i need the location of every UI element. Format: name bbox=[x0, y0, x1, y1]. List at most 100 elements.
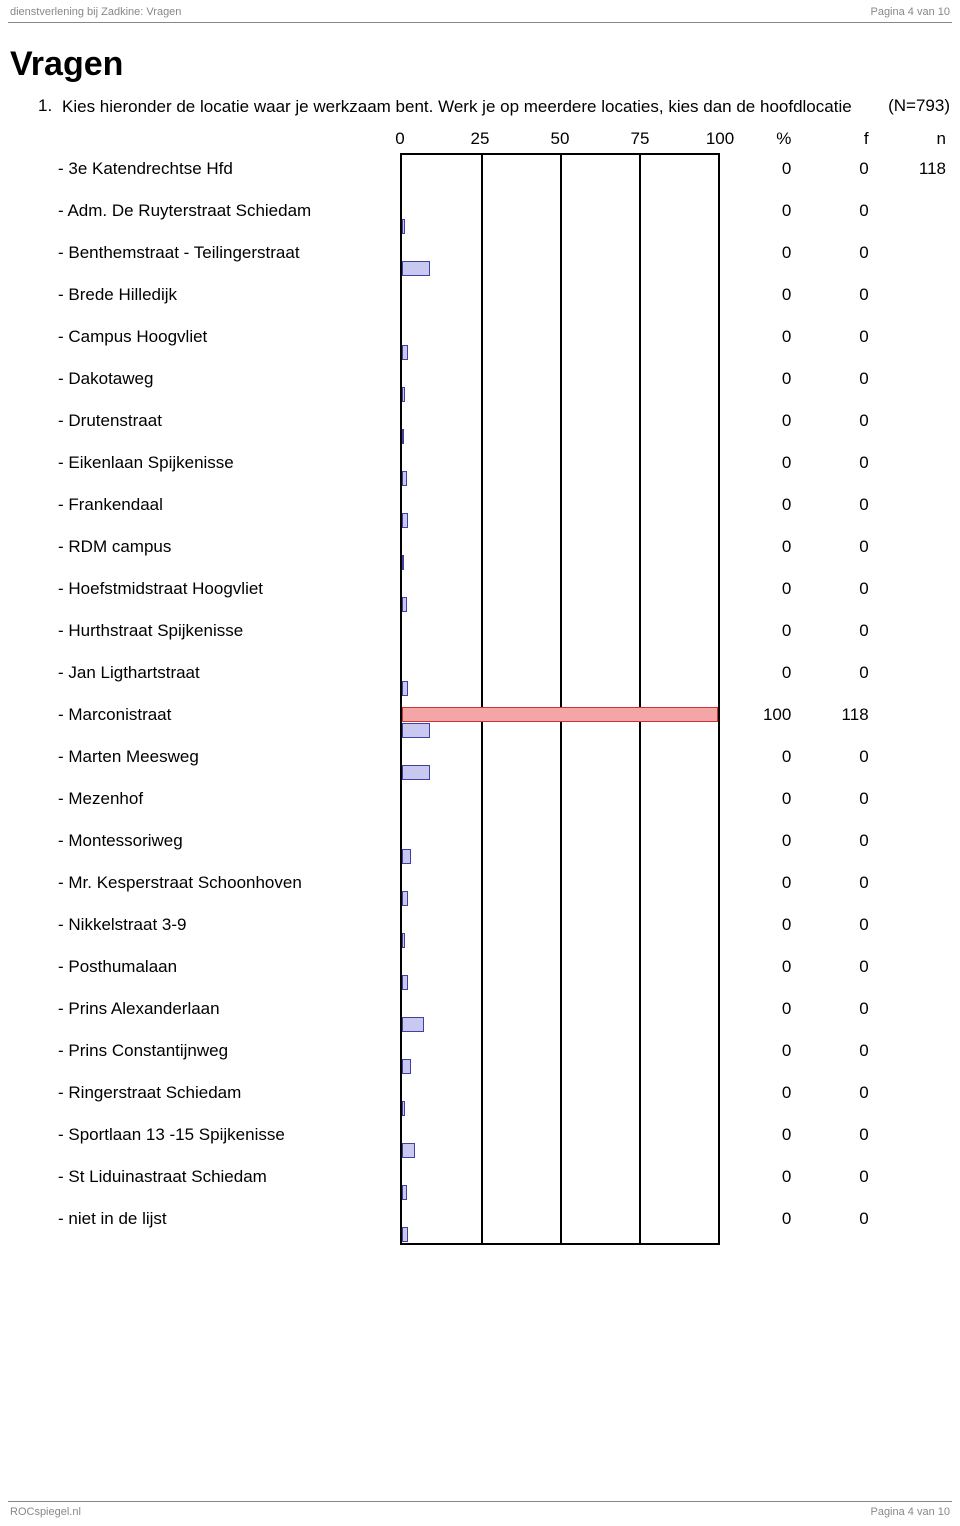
value-cell: 0 bbox=[720, 789, 797, 809]
value-row: 00 bbox=[720, 1161, 952, 1203]
row-label: - Hurthstraat Spijkenisse bbox=[58, 615, 388, 641]
bar-bottom bbox=[402, 1059, 411, 1074]
bar-bottom bbox=[402, 849, 411, 864]
value-row: 00 bbox=[720, 237, 952, 279]
question-text: Kies hieronder de locatie waar je werkza… bbox=[62, 96, 888, 119]
row-label: - Mr. Kesperstraat Schoonhoven bbox=[58, 867, 388, 893]
row-label: - Sportlaan 13 -15 Spijkenisse bbox=[58, 1119, 388, 1145]
row-label: - Drutenstraat bbox=[58, 405, 388, 431]
page-footer: ROCspiegel.nl Pagina 4 van 10 bbox=[8, 1501, 952, 1518]
value-row: 00 bbox=[720, 447, 952, 489]
chart-row: - RDM campus bbox=[58, 531, 388, 573]
chart-row: - Benthemstraat - Teilingerstraat bbox=[58, 237, 388, 279]
value-cell: 0 bbox=[720, 831, 797, 851]
labels-column: - 3e Katendrechtse Hfd - Adm. De Ruyterst… bbox=[38, 153, 400, 1245]
row-label: - 3e Katendrechtse Hfd bbox=[58, 153, 388, 179]
bar-bottom bbox=[402, 345, 408, 360]
row-label: - Marten Meesweg bbox=[58, 741, 388, 767]
value-cell: 118 bbox=[875, 159, 952, 179]
row-label: - Nikkelstraat 3-9 bbox=[58, 909, 388, 935]
value-cell: 0 bbox=[720, 159, 797, 179]
value-cell: 0 bbox=[797, 453, 874, 473]
row-label: - niet in de lijst bbox=[58, 1203, 388, 1229]
bar-bottom bbox=[402, 1185, 407, 1200]
value-cell: 0 bbox=[720, 537, 797, 557]
value-row: 00 bbox=[720, 909, 952, 951]
bar-bottom bbox=[402, 1143, 415, 1158]
value-row: 00 bbox=[720, 867, 952, 909]
value-cell: 0 bbox=[797, 1125, 874, 1145]
row-label: - Prins Constantijnweg bbox=[58, 1035, 388, 1061]
value-cell: 0 bbox=[720, 1209, 797, 1229]
bar-top bbox=[402, 707, 718, 722]
bar-bottom bbox=[402, 555, 404, 570]
axis-tick: 50 bbox=[551, 129, 570, 149]
value-cell: 0 bbox=[720, 873, 797, 893]
value-cell: 0 bbox=[720, 495, 797, 515]
chart-row: - Brede Hilledijk bbox=[58, 279, 388, 321]
question-n: (N=793) bbox=[888, 96, 952, 116]
chart-row: - Adm. De Ruyterstraat Schiedam bbox=[58, 195, 388, 237]
value-cell: 0 bbox=[720, 369, 797, 389]
axis-tick: 75 bbox=[631, 129, 650, 149]
footer-rule bbox=[8, 1501, 952, 1502]
value-cell: 0 bbox=[797, 831, 874, 851]
question-number: 1. bbox=[38, 96, 62, 116]
value-cell: 0 bbox=[797, 243, 874, 263]
axis-col-header: n bbox=[875, 129, 952, 151]
chart-row: - Campus Hoogvliet bbox=[58, 321, 388, 363]
axis-spacer bbox=[38, 129, 400, 151]
gridline bbox=[481, 155, 483, 1243]
value-row: 100118 bbox=[720, 699, 952, 741]
bar-bottom bbox=[402, 387, 405, 402]
bar-bottom bbox=[402, 597, 407, 612]
value-cell: 0 bbox=[797, 1041, 874, 1061]
bar-bottom bbox=[402, 765, 430, 780]
bar-bottom bbox=[402, 261, 430, 276]
header-left: dienstverlening bij Zadkine: Vragen bbox=[10, 6, 181, 18]
question-block: 1. Kies hieronder de locatie waar je wer… bbox=[8, 96, 952, 1245]
row-label: - Campus Hoogvliet bbox=[58, 321, 388, 347]
row-label: - Montessoriweg bbox=[58, 825, 388, 851]
bar-bottom bbox=[402, 471, 407, 486]
chart-row: - Nikkelstraat 3-9 bbox=[58, 909, 388, 951]
row-label: - Brede Hilledijk bbox=[58, 279, 388, 305]
bar-bottom bbox=[402, 723, 430, 738]
row-label: - Adm. De Ruyterstraat Schiedam bbox=[58, 195, 388, 221]
value-cell: 0 bbox=[720, 1041, 797, 1061]
value-cell: 0 bbox=[720, 999, 797, 1019]
chart-row: - Ringerstraat Schiedam bbox=[58, 1077, 388, 1119]
value-cell: 0 bbox=[720, 285, 797, 305]
chart-row: - Mezenhof bbox=[58, 783, 388, 825]
row-label: - Benthemstraat - Teilingerstraat bbox=[58, 237, 388, 263]
chart-row: - Prins Alexanderlaan bbox=[58, 993, 388, 1035]
row-label: - Frankendaal bbox=[58, 489, 388, 515]
page: dienstverlening bij Zadkine: Vragen Pagi… bbox=[0, 0, 960, 1526]
axis-tick: 0 bbox=[395, 129, 404, 149]
value-cell: 0 bbox=[720, 201, 797, 221]
bar-bottom bbox=[402, 429, 404, 444]
row-label: - Dakotaweg bbox=[58, 363, 388, 389]
bar-bottom bbox=[402, 1017, 424, 1032]
value-row: 00 bbox=[720, 489, 952, 531]
chart-row: - Mr. Kesperstraat Schoonhoven bbox=[58, 867, 388, 909]
chart-row: - Marconistraat bbox=[58, 699, 388, 741]
bar-bottom bbox=[402, 1101, 405, 1116]
value-cell: 0 bbox=[797, 579, 874, 599]
axis-ticks: 0255075100 bbox=[400, 129, 720, 151]
footer-line: ROCspiegel.nl Pagina 4 van 10 bbox=[8, 1506, 952, 1518]
value-cell: 0 bbox=[720, 747, 797, 767]
value-cell: 0 bbox=[720, 411, 797, 431]
value-cell: 0 bbox=[797, 663, 874, 683]
row-label: - Jan Ligthartstraat bbox=[58, 657, 388, 683]
value-row: 00 bbox=[720, 279, 952, 321]
value-cell: 0 bbox=[720, 327, 797, 347]
value-cell: 0 bbox=[720, 243, 797, 263]
row-label: - Eikenlaan Spijkenisse bbox=[58, 447, 388, 473]
value-cell: 0 bbox=[720, 957, 797, 977]
row-label: - Marconistraat bbox=[58, 699, 388, 725]
chart-row: - Montessoriweg bbox=[58, 825, 388, 867]
value-cell: 0 bbox=[797, 369, 874, 389]
chart-row: - Jan Ligthartstraat bbox=[58, 657, 388, 699]
value-cell: 0 bbox=[797, 495, 874, 515]
